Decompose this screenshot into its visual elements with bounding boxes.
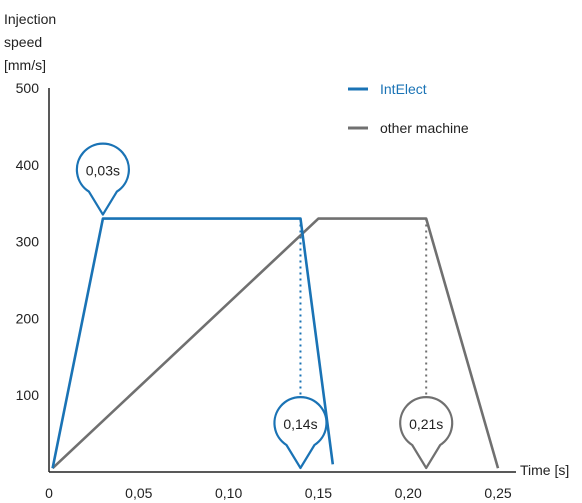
y-tick-label: 300 — [16, 234, 40, 250]
series-line — [51, 217, 335, 469]
y-tick-label: 500 — [16, 80, 40, 96]
y-axis-title: Injection speed [mm/s] — [4, 11, 56, 73]
x-tick-label: 0 — [45, 485, 53, 501]
annotation-pin-shape — [75, 142, 130, 216]
x-tick-label: 0,10 — [215, 485, 242, 501]
x-tick-label: 0,05 — [125, 485, 152, 501]
annotation-pin-shape — [399, 395, 454, 470]
x-axis-title: Time [s] — [520, 462, 569, 478]
x-tick-label: 0,15 — [305, 485, 332, 501]
annotation-label: 0,03s — [86, 163, 120, 179]
y-axis-title-line-3: [mm/s] — [4, 57, 46, 73]
annotation-marker: 0,21s — [399, 395, 454, 470]
annotation-label: 0,21s — [409, 416, 443, 432]
x-tick-label: 0,25 — [484, 485, 511, 501]
y-tick-labels: 100 200 300 400 500 — [16, 80, 40, 403]
annotation-markers: 0,03s 0,14s 0,21s — [75, 142, 454, 470]
annotation-marker: 0,14s — [273, 395, 328, 470]
y-axis-title-line-1: Injection — [4, 11, 56, 27]
annotation-label: 0,14s — [283, 416, 317, 432]
legend-item-other-machine: other machine — [348, 120, 469, 136]
legend-label-other-machine: other machine — [380, 120, 469, 136]
y-axis-title-line-2: speed — [4, 34, 42, 50]
y-tick-label: 100 — [16, 387, 40, 403]
legend-item-intelect: IntElect — [348, 81, 427, 97]
dotted-guides — [299, 218, 428, 400]
series-line — [51, 217, 500, 470]
legend-label-intelect: IntElect — [380, 81, 427, 97]
x-tick-label: 0,20 — [395, 485, 422, 501]
legend: IntElect other machine — [348, 81, 469, 136]
series-lines — [51, 217, 500, 470]
y-tick-label: 200 — [16, 310, 40, 326]
annotation-pin-shape — [273, 395, 328, 470]
x-tick-labels: 0 0,05 0,10 0,15 0,20 0,25 — [45, 485, 512, 501]
y-tick-label: 400 — [16, 157, 40, 173]
annotation-marker: 0,03s — [75, 142, 130, 216]
